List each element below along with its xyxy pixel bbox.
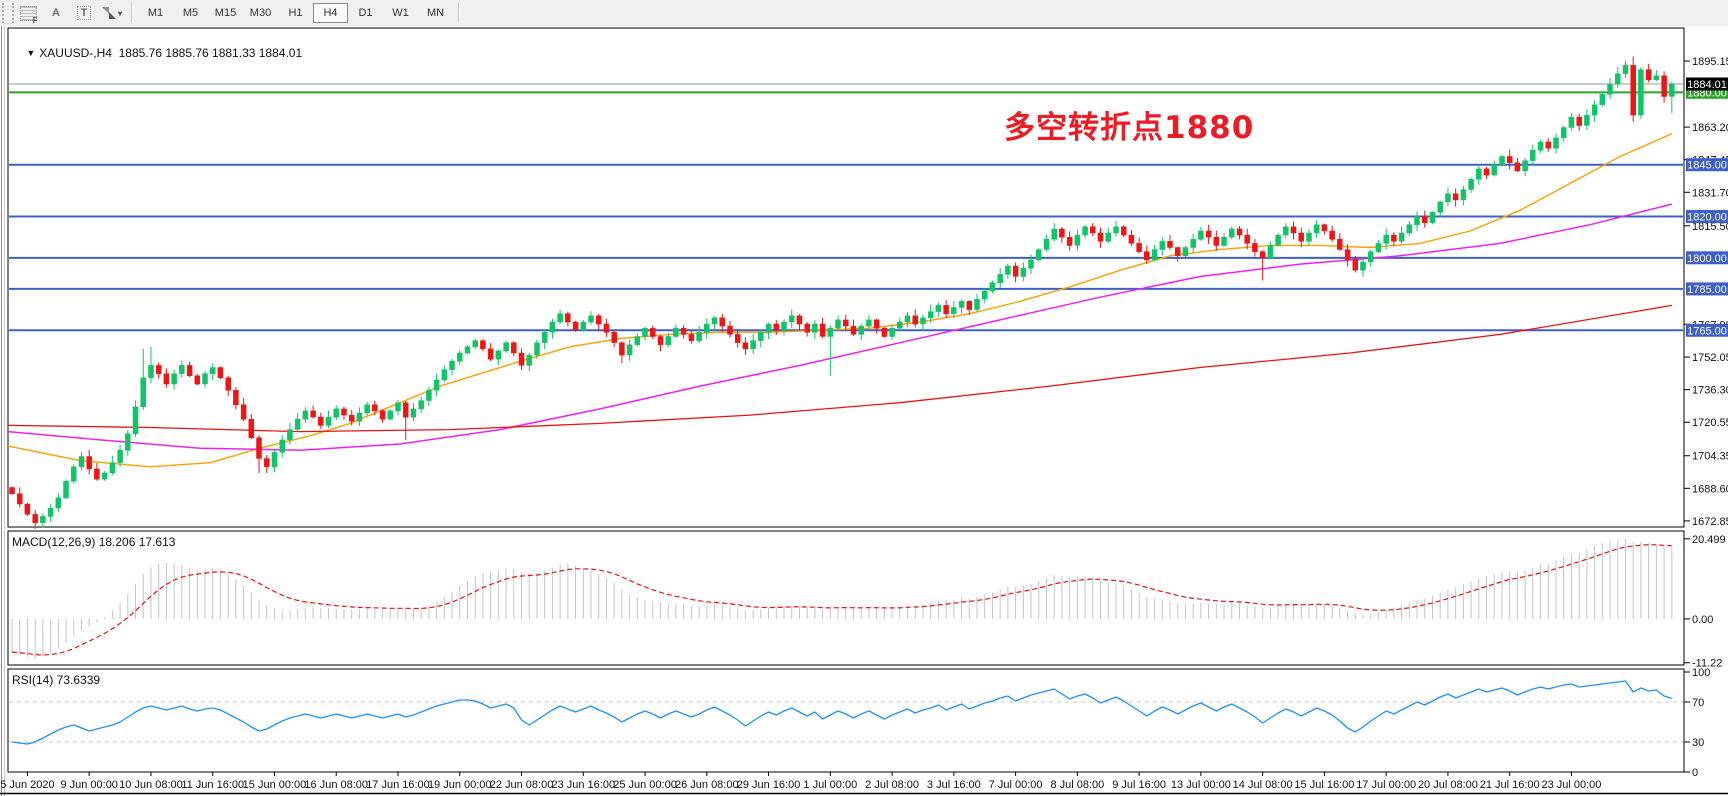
svg-text:23 Jul 00:00: 23 Jul 00:00 bbox=[1541, 779, 1601, 791]
timeframe-button-MN[interactable]: MN bbox=[426, 7, 445, 19]
price-tag: 1800.00 bbox=[1686, 251, 1728, 265]
price-tag: 1765.00 bbox=[1686, 323, 1728, 337]
svg-text:23 Jun 16:00: 23 Jun 16:00 bbox=[551, 779, 615, 791]
svg-text:29 Jun 16:00: 29 Jun 16:00 bbox=[737, 779, 801, 791]
timeframe-button-M30[interactable]: M30 bbox=[249, 7, 272, 19]
timeframe-button-D1[interactable]: D1 bbox=[358, 7, 373, 19]
svg-text:8 Jul 08:00: 8 Jul 08:00 bbox=[1050, 779, 1104, 791]
svg-text:70: 70 bbox=[1692, 697, 1704, 709]
svg-text:-11.22: -11.22 bbox=[1692, 658, 1722, 670]
svg-text:10 Jun 08:00: 10 Jun 08:00 bbox=[119, 779, 183, 791]
timeframe-button-M5[interactable]: M5 bbox=[182, 7, 199, 19]
price-tag: 1845.00 bbox=[1686, 158, 1728, 172]
svg-text:1704.35: 1704.35 bbox=[1692, 451, 1728, 463]
svg-text:14 Jul 08:00: 14 Jul 08:00 bbox=[1233, 779, 1293, 791]
price-tag: 1785.00 bbox=[1686, 282, 1728, 296]
chart-title: ▼ XAUUSD-,H4 1885.76 1885.76 1881.33 1884… bbox=[13, 32, 302, 74]
rsi-indicator-label: RSI(14) 73.6339 bbox=[12, 673, 101, 687]
svg-text:19 Jun 00:00: 19 Jun 00:00 bbox=[428, 779, 492, 791]
candles-layer bbox=[9, 56, 1675, 529]
svg-text:7 Jul 00:00: 7 Jul 00:00 bbox=[989, 779, 1043, 791]
timeframe-button-group: M1 M5 M15 M30 H1 H4 D1 W1 MN bbox=[138, 3, 453, 23]
svg-text:1752.05: 1752.05 bbox=[1692, 352, 1728, 364]
svg-text:22 Jun 08:00: 22 Jun 08:00 bbox=[490, 779, 554, 791]
toolbar-separator bbox=[458, 3, 460, 23]
svg-text:20.499: 20.499 bbox=[1692, 534, 1726, 546]
svg-text:21 Jul 16:00: 21 Jul 16:00 bbox=[1480, 779, 1540, 791]
svg-text:1895.15: 1895.15 bbox=[1692, 56, 1728, 68]
window-left-border-inner bbox=[4, 26, 5, 796]
svg-text:1845.00: 1845.00 bbox=[1687, 160, 1727, 172]
macd-signal-line bbox=[11, 544, 1672, 656]
svg-text:9 Jun 00:00: 9 Jun 00:00 bbox=[60, 779, 118, 791]
svg-text:16 Jun 08:00: 16 Jun 08:00 bbox=[304, 779, 368, 791]
timeframe-button-H4[interactable]: H4 bbox=[313, 3, 348, 23]
toolbar-grip[interactable] bbox=[2, 3, 14, 23]
svg-text:3 Jul 16:00: 3 Jul 16:00 bbox=[927, 779, 981, 791]
svg-text:1765.00: 1765.00 bbox=[1687, 325, 1727, 337]
svg-text:1831.70: 1831.70 bbox=[1692, 187, 1728, 199]
macd-indicator-label: MACD(12,26,9) 18.206 17.613 bbox=[12, 535, 176, 549]
timeframe-button-H1[interactable]: H1 bbox=[288, 7, 303, 19]
annotation-text: 多空转折点1880 bbox=[1004, 110, 1255, 146]
svg-text:9 Jul 16:00: 9 Jul 16:00 bbox=[1112, 779, 1166, 791]
timeframe-button-M15[interactable]: M15 bbox=[214, 7, 237, 19]
chart-title-text: XAUUSD-,H4 1885.76 1885.76 1881.33 1884.… bbox=[39, 46, 303, 60]
svg-text:26 Jun 08:00: 26 Jun 08:00 bbox=[675, 779, 739, 791]
chart-canvas[interactable]: 1895.151863.201847.451831.701815.501767.… bbox=[0, 26, 1728, 796]
svg-text:1672.85: 1672.85 bbox=[1692, 516, 1728, 528]
text-a-icon[interactable]: A bbox=[52, 7, 60, 19]
svg-text:1 Jul 00:00: 1 Jul 00:00 bbox=[803, 779, 857, 791]
svg-text:15 Jul 16:00: 15 Jul 16:00 bbox=[1294, 779, 1354, 791]
chevron-down-icon: ▾ bbox=[117, 8, 122, 18]
macd-histogram bbox=[11, 538, 1673, 659]
ma-slow-red bbox=[7, 304, 1673, 433]
svg-text:20 Jul 08:00: 20 Jul 08:00 bbox=[1418, 779, 1478, 791]
svg-text:15 Jun 00:00: 15 Jun 00:00 bbox=[243, 779, 307, 791]
svg-text:11 Jun 16:00: 11 Jun 16:00 bbox=[181, 779, 244, 791]
chart-window[interactable]: 1895.151863.201847.451831.701815.501767.… bbox=[0, 26, 1728, 796]
svg-text:1815.50: 1815.50 bbox=[1692, 221, 1728, 233]
svg-text:1800.00: 1800.00 bbox=[1687, 253, 1727, 265]
toolbar: F A T ▾ M1 M5 M15 M30 H1 H4 D1 W1 MN bbox=[0, 0, 1728, 27]
rsi-line bbox=[11, 680, 1672, 745]
price-tag: 1884.01 bbox=[1686, 77, 1728, 91]
timeframe-button-W1[interactable]: W1 bbox=[392, 7, 409, 19]
svg-text:30: 30 bbox=[1692, 737, 1704, 749]
svg-text:5 Jun 2020: 5 Jun 2020 bbox=[0, 779, 54, 791]
timeframe-button-M1[interactable]: M1 bbox=[147, 7, 164, 19]
svg-text:13 Jul 00:00: 13 Jul 00:00 bbox=[1171, 779, 1231, 791]
svg-text:1688.60: 1688.60 bbox=[1692, 483, 1728, 495]
window-left-border bbox=[1, 26, 2, 796]
price-tag: 1820.00 bbox=[1686, 210, 1728, 224]
svg-text:1720.55: 1720.55 bbox=[1692, 417, 1728, 429]
shapes-icon[interactable]: ▾ bbox=[99, 2, 125, 24]
toolbar-separator bbox=[131, 3, 133, 23]
ma-fast-orange bbox=[7, 133, 1673, 468]
svg-text:0.00: 0.00 bbox=[1692, 614, 1713, 626]
symbol-dropdown-icon[interactable]: ▼ bbox=[26, 48, 36, 58]
svg-text:17 Jun 16:00: 17 Jun 16:00 bbox=[366, 779, 430, 791]
svg-text:100: 100 bbox=[1692, 667, 1710, 679]
grid-f-icon[interactable]: F bbox=[15, 2, 41, 25]
svg-text:1863.20: 1863.20 bbox=[1692, 122, 1728, 134]
svg-text:25 Jun 00:00: 25 Jun 00:00 bbox=[613, 779, 677, 791]
svg-text:1785.00: 1785.00 bbox=[1687, 284, 1727, 296]
svg-text:17 Jul 00:00: 17 Jul 00:00 bbox=[1356, 779, 1416, 791]
text-box-icon[interactable]: T bbox=[71, 2, 97, 24]
svg-text:1736.30: 1736.30 bbox=[1692, 385, 1728, 397]
svg-text:1884.01: 1884.01 bbox=[1687, 79, 1727, 91]
svg-text:1820.00: 1820.00 bbox=[1687, 212, 1727, 224]
svg-text:0: 0 bbox=[1692, 767, 1698, 779]
svg-text:2 Jul 08:00: 2 Jul 08:00 bbox=[865, 779, 919, 791]
